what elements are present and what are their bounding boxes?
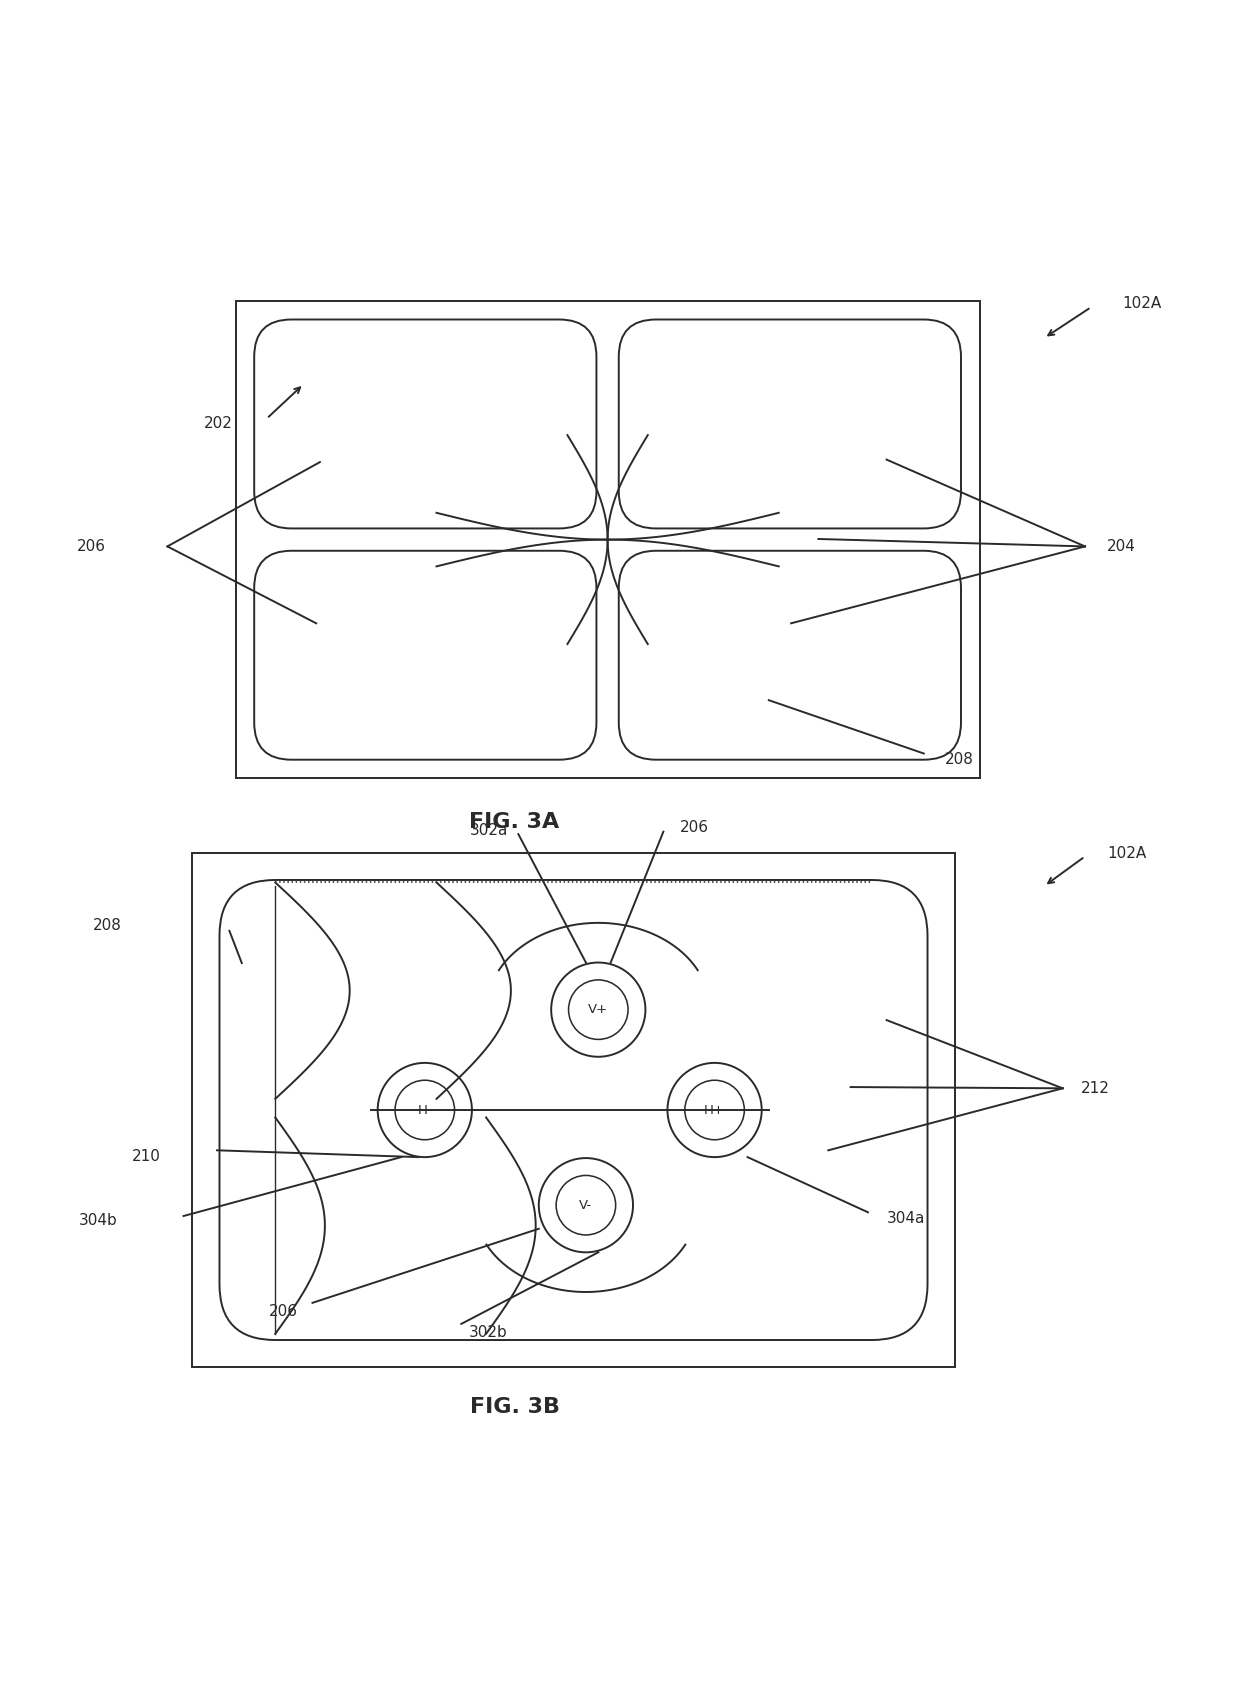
Text: H-: H- (418, 1104, 432, 1116)
Text: 206: 206 (269, 1304, 298, 1319)
Text: 304b: 304b (79, 1214, 118, 1229)
Text: 212: 212 (1081, 1080, 1110, 1095)
Text: 208: 208 (945, 752, 973, 767)
Text: 102A: 102A (1122, 296, 1162, 312)
Text: 208: 208 (93, 918, 122, 933)
Text: V-: V- (579, 1199, 593, 1212)
Text: 202: 202 (205, 416, 233, 432)
Text: 302a: 302a (470, 823, 508, 838)
Text: 302b: 302b (469, 1326, 507, 1341)
Text: 102A: 102A (1107, 846, 1147, 862)
Text: V+: V+ (588, 1004, 609, 1016)
Text: 204: 204 (1107, 538, 1136, 554)
Text: FIG. 3B: FIG. 3B (470, 1397, 559, 1417)
Text: FIG. 3A: FIG. 3A (470, 811, 559, 831)
Text: 210: 210 (133, 1150, 161, 1165)
Bar (236, 301, 980, 779)
Bar (192, 853, 955, 1368)
Text: H+: H+ (704, 1104, 725, 1116)
Text: 206: 206 (77, 538, 105, 554)
Text: 304a: 304a (887, 1210, 925, 1226)
Text: 206: 206 (680, 821, 708, 835)
